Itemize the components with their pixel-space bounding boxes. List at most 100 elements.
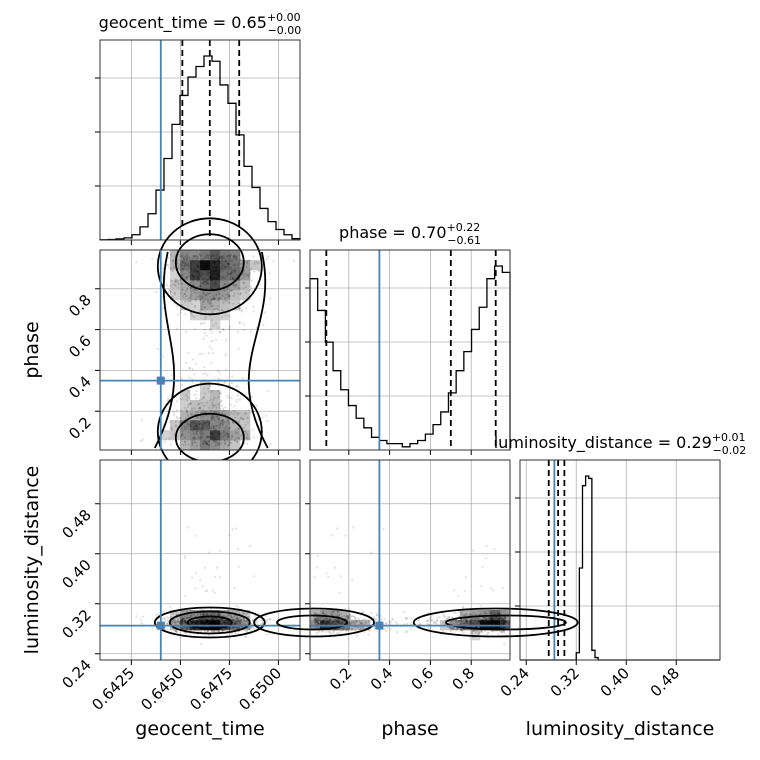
- pair-geocent_time-phase-sample-point: [210, 425, 213, 428]
- pair-geocent_time-phase-sample-point: [169, 443, 172, 446]
- pair-geocent_time-phase-sample-point: [192, 255, 195, 258]
- pair-phase-luminosity_distance-sample-point: [340, 612, 343, 615]
- pair-geocent_time-luminosity_distance-sample-point: [193, 621, 196, 625]
- pair-phase-luminosity_distance-sample-point: [451, 621, 454, 624]
- pair-geocent_time-phase-sample-point: [181, 267, 184, 271]
- pair-geocent_time-phase-density-cell: [170, 290, 181, 301]
- pair-geocent_time-luminosity_distance-sample-point: [234, 620, 237, 623]
- pair-geocent_time-luminosity_distance-sample-point: [201, 620, 204, 623]
- pair-geocent_time-phase-sample-point: [197, 277, 200, 280]
- pair-geocent_time-phase-sample-point: [226, 435, 229, 439]
- pair-geocent_time-phase-sample-point: [217, 274, 220, 277]
- pair-geocent_time-phase-sample-point: [201, 424, 204, 427]
- pair-geocent_time-phase-sample-point: [183, 428, 186, 431]
- pair-geocent_time-phase-sample-point: [184, 417, 187, 420]
- pair-geocent_time-phase-sample-point: [246, 421, 249, 424]
- pair-geocent_time-luminosity_distance-sample-point: [234, 622, 237, 625]
- pair-geocent_time-phase-sample-point: [227, 422, 230, 425]
- pair-geocent_time-phase-sample-point: [210, 276, 213, 279]
- pair-geocent_time-luminosity_distance-sample-point: [222, 614, 225, 617]
- pair-geocent_time-luminosity_distance-sample-point: [180, 627, 183, 630]
- pair-geocent_time-phase-sample-point: [198, 298, 202, 301]
- pair-geocent_time-luminosity_distance-sample-point: [238, 617, 241, 620]
- pair-phase-luminosity_distance-sample-point: [339, 630, 342, 633]
- pair-geocent_time-phase-sample-point: [209, 432, 212, 435]
- pair-geocent_time-phase-sample-point: [180, 267, 183, 270]
- pair-geocent_time-luminosity_distance-sample-point: [213, 630, 217, 634]
- pair-geocent_time-luminosity_distance-sample-point: [197, 619, 200, 622]
- pair-geocent_time-luminosity_distance-sample-point: [245, 630, 248, 633]
- pair-geocent_time-phase-sample-point: [183, 276, 186, 279]
- pair-geocent_time-phase-sample-point: [215, 278, 218, 281]
- pair-geocent_time-phase-sample-point: [206, 253, 209, 257]
- pair-geocent_time-luminosity_distance-sample-point: [217, 622, 220, 626]
- pair-geocent_time-phase-sample-point: [197, 267, 200, 270]
- pair-geocent_time-phase-sample-point: [236, 394, 239, 397]
- pair-geocent_time-luminosity_distance-sample-point: [184, 622, 188, 625]
- pair-geocent_time-luminosity_distance-sample-point: [184, 557, 187, 560]
- pair-phase-luminosity_distance-sample-point: [338, 631, 341, 635]
- pair-geocent_time-phase-sample-point: [190, 302, 193, 306]
- pair-geocent_time-luminosity_distance-sample-point: [166, 616, 169, 619]
- pair-geocent_time-luminosity_distance-sample-point: [215, 618, 218, 621]
- pair-phase-luminosity_distance-sample-point: [454, 612, 458, 615]
- pair-geocent_time-luminosity_distance-sample-point: [189, 621, 192, 624]
- pair-geocent_time-luminosity_distance-sample-point: [184, 622, 187, 625]
- pair-geocent_time-luminosity_distance-sample-point: [205, 612, 209, 615]
- pair-geocent_time-phase-sample-point: [223, 381, 226, 384]
- pair-geocent_time-phase-sample-point: [235, 258, 238, 261]
- pair-geocent_time-phase-sample-point: [184, 406, 187, 410]
- hist-geocent_time-frame: [99, 39, 301, 241]
- pair-geocent_time-luminosity_distance-sample-point: [210, 613, 213, 617]
- pair-phase-luminosity_distance-sample-point: [498, 618, 502, 621]
- pair-geocent_time-luminosity_distance-sample-point: [260, 619, 263, 622]
- pair-geocent_time-phase-sample-point: [255, 404, 258, 407]
- pair-geocent_time-phase-sample-point: [202, 442, 205, 445]
- pair-geocent_time-phase-sample-point: [192, 437, 195, 440]
- pair-geocent_time-phase-sample-point: [188, 424, 191, 427]
- pair-geocent_time-phase-sample-point: [173, 433, 176, 436]
- pair-phase-luminosity_distance-density-cell: [470, 610, 481, 621]
- pair-geocent_time-phase-sample-point: [211, 431, 214, 435]
- pair-phase-luminosity_distance-sample-point: [441, 621, 444, 624]
- pair-geocent_time-phase-sample-point: [205, 443, 209, 446]
- pair-geocent_time-luminosity_distance-sample-point: [205, 613, 208, 616]
- pair-geocent_time-luminosity_distance-sample-point: [183, 621, 187, 624]
- pair-phase-luminosity_distance-sample-point: [315, 632, 319, 635]
- pair-geocent_time-luminosity_distance-sample-point: [201, 621, 204, 624]
- pair-geocent_time-phase-sample-point: [231, 375, 234, 378]
- pair-geocent_time-luminosity_distance-sample-point: [204, 590, 207, 593]
- pair-geocent_time-phase-sample-point: [221, 260, 224, 263]
- pair-geocent_time-luminosity_distance-sample-point: [213, 591, 216, 595]
- pair-geocent_time-phase-sample-point: [242, 418, 245, 421]
- pair-geocent_time-phase-sample-point: [200, 270, 203, 274]
- pair-geocent_time-phase-sample-point: [180, 433, 184, 436]
- pair-geocent_time-phase-sample-point: [186, 413, 190, 416]
- pair-geocent_time-phase-sample-point: [168, 288, 171, 291]
- pair-geocent_time-phase-sample-point: [215, 257, 218, 260]
- pair-geocent_time-phase-sample-point: [182, 261, 185, 264]
- pair-geocent_time-luminosity_distance-sample-point: [205, 619, 209, 622]
- pair-geocent_time-luminosity_distance-sample-point: [207, 617, 210, 620]
- pair-geocent_time-phase-sample-point: [181, 432, 184, 435]
- pair-geocent_time-phase-sample-point: [220, 255, 223, 258]
- pair-geocent_time-phase-sample-point: [221, 255, 224, 258]
- pair-geocent_time-phase-sample-point: [207, 283, 210, 286]
- pair-geocent_time-phase-sample-point: [201, 265, 204, 268]
- pair-geocent_time-luminosity_distance-sample-point: [196, 619, 199, 623]
- pair-geocent_time-luminosity_distance-sample-point: [229, 617, 232, 620]
- pair-geocent_time-luminosity_distance-sample-point: [191, 620, 194, 623]
- pair-geocent_time-phase-sample-point: [238, 307, 241, 310]
- pair-geocent_time-phase-sample-point: [188, 403, 191, 406]
- pair-geocent_time-phase-sample-point: [242, 276, 245, 279]
- pair-geocent_time-phase-sample-point: [242, 273, 245, 277]
- pair-geocent_time-phase-sample-point: [193, 254, 196, 258]
- pair-geocent_time-phase-sample-point: [183, 293, 187, 296]
- pair-geocent_time-phase-sample-point: [166, 284, 169, 287]
- pair-geocent_time-phase-sample-point: [217, 390, 220, 393]
- pair-geocent_time-luminosity_distance-sample-point: [230, 616, 233, 619]
- pair-geocent_time-luminosity_distance-sample-point: [193, 620, 196, 623]
- pair-geocent_time-phase-sample-point: [200, 422, 203, 425]
- pair-geocent_time-phase-sample-point: [205, 442, 208, 445]
- pair-geocent_time-phase-sample-point: [176, 281, 180, 284]
